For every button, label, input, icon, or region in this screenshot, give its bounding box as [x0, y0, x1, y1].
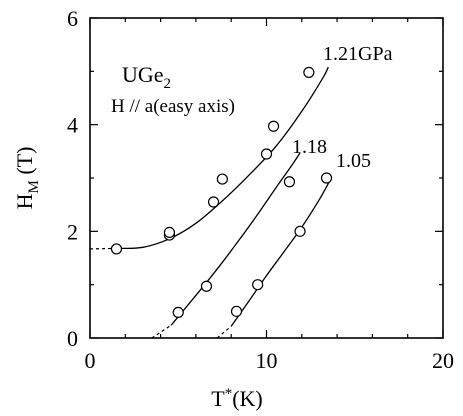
fit-curve-0 [116, 66, 329, 250]
data-point [163, 226, 176, 238]
data-point [294, 225, 306, 237]
data-point [110, 243, 123, 255]
compound-label: UGe2 [122, 62, 171, 92]
axis-ticks [89, 17, 444, 339]
field-direction-label: H // a(easy axis) [111, 96, 235, 117]
fit-curves [89, 66, 333, 339]
data-point [303, 66, 315, 79]
fit-curve-2 [230, 176, 333, 327]
y-tick-label: 4 [67, 113, 78, 138]
extrapolation-0 [89, 247, 117, 250]
data-point [260, 148, 273, 160]
data-point [267, 120, 280, 132]
data-point [230, 305, 243, 317]
y-tick-label: 6 [67, 6, 78, 31]
y-axis-label: HM (T) [12, 147, 42, 210]
data-point [200, 280, 213, 292]
x-tick-label: 10 [256, 348, 278, 373]
data-point [207, 196, 220, 208]
series-label-1-05: 1.05 [336, 150, 371, 172]
data-points [110, 66, 333, 318]
data-point [252, 279, 264, 291]
x-axis-label: T*(K) [211, 386, 263, 411]
extrapolation-2 [216, 325, 232, 339]
data-point [320, 172, 333, 184]
extrapolation-1 [151, 324, 172, 339]
y-tick-label: 0 [67, 326, 78, 351]
x-tick-label: 0 [85, 348, 96, 373]
series-label-1-18: 1.18 [292, 136, 327, 158]
series-label-1-21gpa: 1.21GPa [323, 43, 393, 65]
data-point [216, 173, 228, 185]
x-tick-label: 20 [432, 348, 454, 373]
data-point [172, 306, 184, 318]
y-tick-label: 2 [67, 219, 78, 244]
fit-curve-1 [170, 152, 301, 326]
tick-labels: 0 10 20 0 2 4 6 [67, 6, 454, 373]
data-point [283, 176, 296, 188]
